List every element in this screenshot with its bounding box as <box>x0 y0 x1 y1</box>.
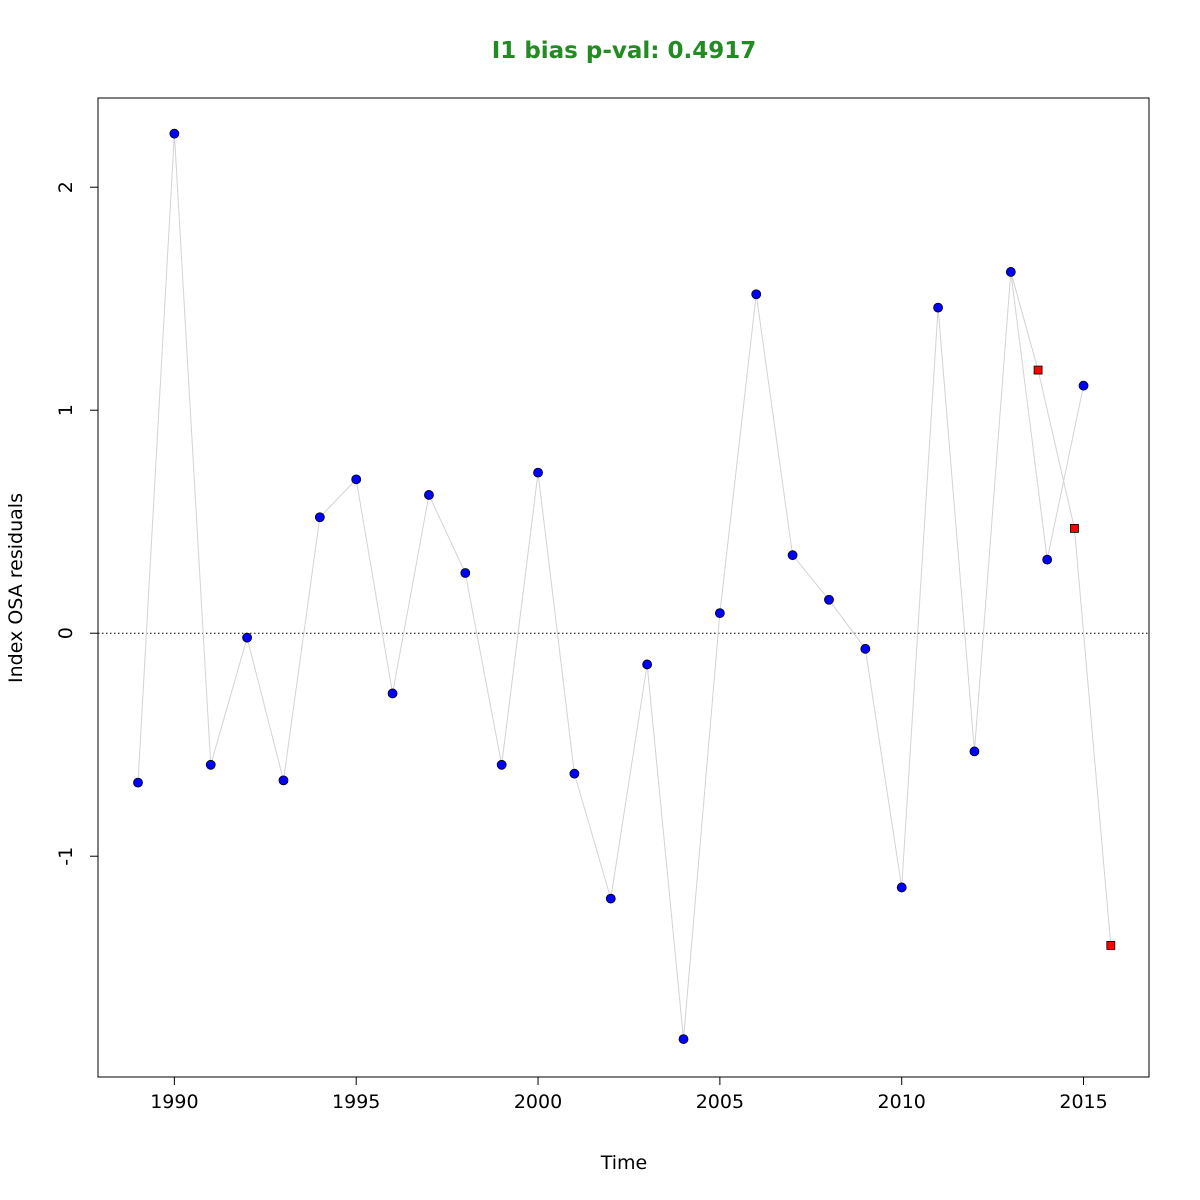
data-point <box>678 1034 689 1044</box>
connecting-lines <box>137 133 1112 1040</box>
x-tick-label: 1995 <box>332 1091 380 1113</box>
x-axis: 1990 1995 2000 2005 2010 2015 <box>150 1077 1108 1113</box>
extra-connector-line <box>1010 271 1039 371</box>
data-point <box>1078 380 1089 391</box>
data-point <box>896 882 907 893</box>
data-point <box>242 632 253 643</box>
data-point <box>1042 554 1053 565</box>
data-point <box>133 777 143 788</box>
x-tick-label: 1990 <box>150 1091 198 1113</box>
data-point <box>1005 267 1016 277</box>
data-point <box>533 467 543 478</box>
data-point <box>278 775 289 786</box>
data-point <box>314 512 325 523</box>
x-tick-label: 2015 <box>1059 1091 1107 1113</box>
chart-title: I1 bias p-val: 0.4917 <box>492 38 757 64</box>
data-point <box>169 128 180 139</box>
data-point <box>860 643 871 654</box>
y-tick-label: -1 <box>55 847 77 866</box>
data-point-square <box>1070 524 1079 533</box>
y-tick-label: 0 <box>55 627 77 639</box>
x-tick-label: 2000 <box>514 1091 562 1113</box>
data-points <box>133 128 1116 1044</box>
plot-frame <box>97 97 1150 1078</box>
y-axis: -1 0 1 2 <box>55 181 98 866</box>
data-point-square <box>1033 365 1043 375</box>
data-point <box>969 746 980 757</box>
y-tick-label: 1 <box>55 404 77 416</box>
extra-connector-line <box>1073 528 1112 946</box>
data-point <box>714 608 725 619</box>
data-point <box>351 474 362 485</box>
y-tick-label: 2 <box>55 181 77 193</box>
x-axis-title: Time <box>600 1152 648 1174</box>
data-point <box>605 893 616 904</box>
data-point <box>642 659 653 670</box>
extra-connector-line <box>1037 369 1075 529</box>
data-point <box>569 768 580 779</box>
data-point <box>205 759 216 770</box>
data-point <box>496 759 507 770</box>
x-tick-label: 2005 <box>696 1091 744 1113</box>
data-point-square <box>1106 941 1116 950</box>
data-point <box>933 302 943 313</box>
data-point <box>387 688 398 699</box>
data-point <box>424 490 434 500</box>
data-point <box>824 594 834 605</box>
x-tick-label: 2010 <box>878 1091 926 1113</box>
data-point <box>460 568 471 578</box>
data-point <box>751 289 762 300</box>
data-point <box>787 550 798 561</box>
y-axis-title: Index OSA residuals <box>5 493 27 683</box>
